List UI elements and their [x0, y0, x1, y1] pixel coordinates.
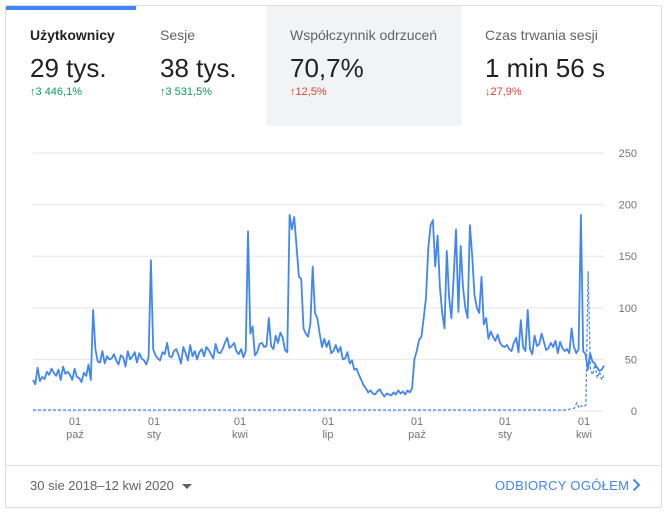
x-tick-label: 01 [578, 416, 590, 428]
x-tick-label: 01 [322, 416, 334, 428]
x-tick-label: kwi [576, 429, 592, 441]
tab-bounce-rate-change: ↑12,5% [290, 86, 327, 98]
x-tick-label: sty [498, 429, 513, 441]
tab-selected-indicator [6, 6, 136, 10]
y-tick-label: 150 [619, 251, 637, 263]
arrow-up-icon: ↑ [290, 86, 296, 98]
x-tick-label: 01 [69, 416, 81, 428]
tab-sessions-value: 38 tys. [160, 53, 237, 83]
series-line [32, 213, 605, 398]
arrow-up-icon: ↑ [30, 86, 36, 98]
date-range-selector[interactable]: 30 sie 2018–12 kwi 2020 [30, 478, 192, 493]
overview-card: Użytkownicy 29 tys. ↑3 446,1% Sesje 38 t… [5, 5, 662, 508]
y-tick-label: 200 [619, 200, 637, 212]
tab-users-label: Użytkownicy [30, 27, 115, 43]
audience-overview-link[interactable]: ODBIORCY OGÓŁEM [495, 478, 630, 493]
tab-users-value: 29 tys. [30, 53, 107, 83]
tab-sessions-change-value: 3 531,5% [165, 86, 212, 98]
arrow-down-icon: ↓ [485, 86, 491, 98]
users-line-chart: 25020015010050001paź01sty01kwi01lip01paź… [32, 148, 637, 441]
arrow-up-icon: ↑ [160, 86, 166, 98]
date-range-label: 30 sie 2018–12 kwi 2020 [30, 478, 174, 493]
tab-sessions-label: Sesje [160, 27, 196, 43]
tab-session-duration-change: ↓27,9% [485, 86, 522, 98]
tab-bounce-rate-change-value: 12,5% [295, 86, 327, 98]
tab-session-duration[interactable]: Czas trwania sesji 1 min 56 s ↓27,9% [462, 6, 661, 126]
x-tick-label: paź [408, 429, 426, 441]
dropdown-caret-icon [181, 484, 192, 490]
x-tick-label: 01 [411, 416, 423, 428]
chevron-right-icon[interactable] [628, 477, 644, 493]
x-tick-label: paź [66, 429, 84, 441]
x-tick-label: 01 [499, 416, 511, 428]
tab-bounce-rate-label: Współczynnik odrzuceń [290, 27, 438, 43]
tab-session-duration-value: 1 min 56 s [485, 53, 605, 83]
x-tick-label: kwi [232, 429, 248, 441]
metric-tabs: Użytkownicy 29 tys. ↑3 446,1% Sesje 38 t… [6, 6, 661, 126]
tab-session-duration-label: Czas trwania sesji [485, 27, 598, 43]
tab-bounce-rate[interactable]: Współczynnik odrzuceń 70,7% ↑12,5% [266, 6, 462, 126]
x-tick-label: sty [147, 429, 162, 441]
tab-users-change-value: 3 446,1% [35, 86, 82, 98]
footer-divider [6, 465, 661, 466]
tab-users[interactable]: Użytkownicy 29 tys. ↑3 446,1% [6, 6, 136, 126]
tab-sessions[interactable]: Sesje 38 tys. ↑3 531,5% [136, 6, 266, 126]
tab-session-duration-change-value: 27,9% [490, 86, 522, 98]
tab-users-change: ↑3 446,1% [30, 86, 82, 98]
y-tick-label: 50 [625, 354, 637, 366]
x-tick-label: 01 [148, 416, 160, 428]
y-tick-label: 0 [631, 406, 637, 418]
y-tick-label: 250 [619, 148, 637, 160]
x-tick-label: 01 [234, 416, 246, 428]
y-tick-label: 100 [619, 303, 637, 315]
tab-bounce-rate-value: 70,7% [290, 53, 364, 83]
tab-sessions-change: ↑3 531,5% [160, 86, 212, 98]
x-tick-label: lip [322, 429, 333, 441]
comparison-series-line [33, 271, 605, 411]
